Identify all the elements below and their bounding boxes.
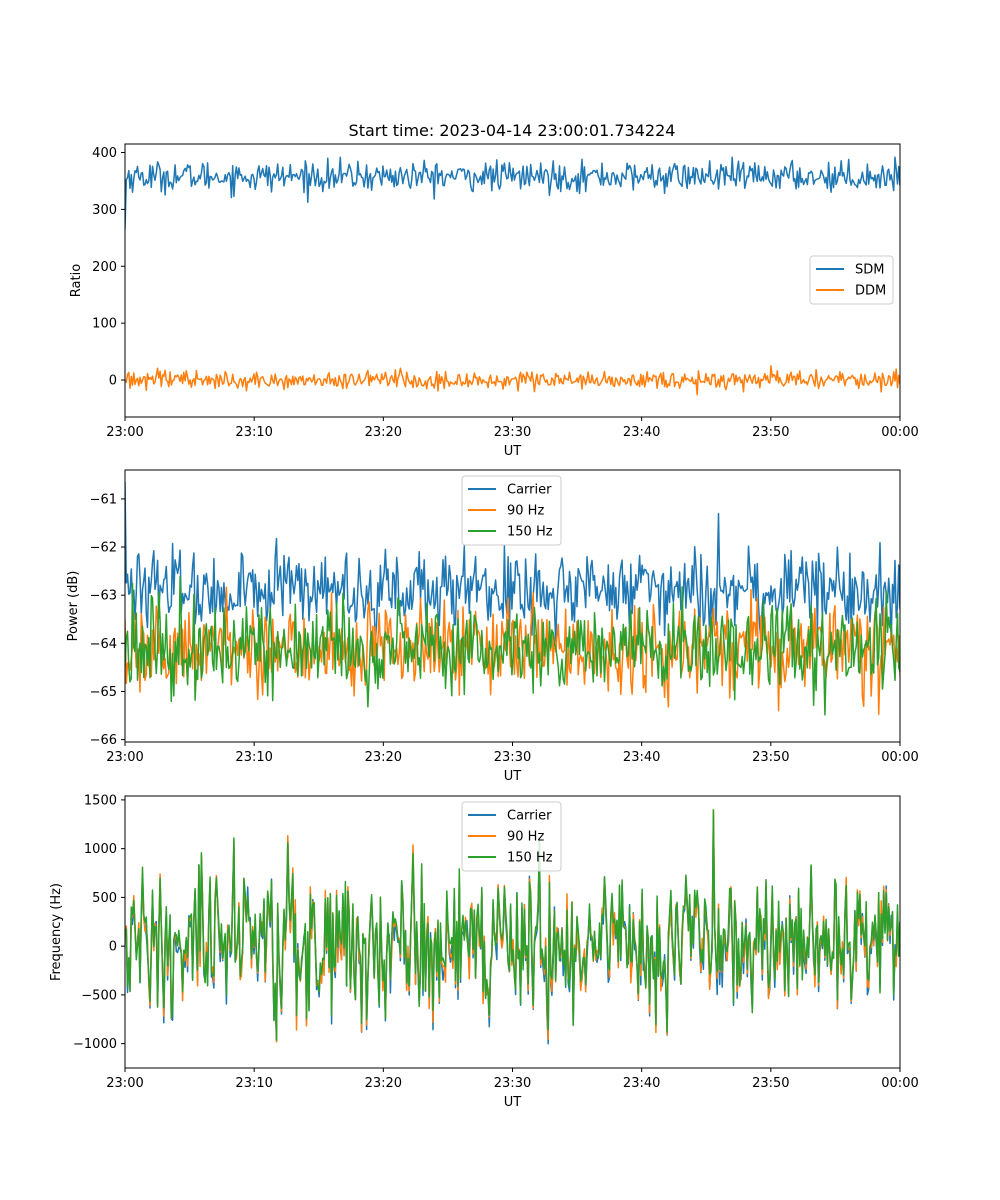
x-tick-label: 23:00 [106,750,143,765]
y-tick-label: −63 [90,589,117,604]
y-tick-label: −62 [90,541,117,556]
y-tick-label: 300 [92,203,117,218]
x-tick-label: 23:10 [235,750,272,765]
x-tick-label: 23:40 [623,1076,660,1091]
series-line-sdm [125,156,900,230]
x-tick-label: 23:30 [494,1076,531,1091]
legend-box [461,475,562,546]
x-tick-label: 23:00 [106,1076,143,1091]
y-tick-label: 400 [92,146,117,161]
x-tick-label: 23:30 [494,425,531,440]
x-axis-label: UT [504,444,522,459]
x-tick-label: 23:40 [623,425,660,440]
x-tick-label: 23:10 [235,1076,272,1091]
y-tick-label: −500 [81,988,117,1003]
x-tick-label: 23:40 [623,750,660,765]
legend: SDM DDM [809,255,894,305]
x-tick-label: 23:20 [365,750,402,765]
x-tick-label: 00:00 [881,750,918,765]
y-tick-label: −61 [90,492,117,507]
y-tick-label: −65 [90,685,117,700]
y-tick-label: 1000 [84,842,117,857]
y-tick-label: 1500 [84,793,117,808]
legend: Carrier 90 Hz 150 Hz [461,801,562,872]
series-line-150-hz [125,809,900,1041]
y-tick-label: −66 [90,733,117,748]
legend-label-ddm: DDM [855,284,886,299]
plot-area [125,156,900,396]
x-axis-label: UT [504,769,522,784]
legend-label-150-hz: 150 Hz [507,525,553,540]
y-tick-label: 500 [92,891,117,906]
y-tick-label: 0 [109,940,117,955]
y-tick-label: 100 [92,317,117,332]
legend-label-sdm: SDM [855,263,884,278]
legend: Carrier 90 Hz 150 Hz [461,475,562,546]
x-tick-label: 23:50 [752,750,789,765]
plot-area [125,809,900,1045]
chart-panel-3: 23:00 23:10 23:20 23:30 23:40 23:50 00:00 −1000… [49,793,919,1110]
legend-label-carrier: Carrier [507,483,552,498]
y-tick-label: −1000 [73,1037,117,1052]
plot-area [125,481,900,716]
y-tick-label: −64 [90,637,117,652]
series-line-ddm [125,365,900,396]
y-axis-label: Power (dB) [66,571,81,642]
legend-label-carrier: Carrier [507,809,552,824]
x-tick-label: 23:20 [365,1076,402,1091]
legend-box [461,801,562,872]
y-axis-label: Ratio [69,264,84,297]
y-tick-label: 0 [109,374,117,389]
y-tick-label: 200 [92,260,117,275]
x-tick-label: 23:50 [752,1076,789,1091]
chart-panel-1: 23:00 23:10 23:20 23:30 23:40 23:50 00:00 0 100 2… [69,143,919,459]
legend-label-90-hz: 90 Hz [507,830,544,845]
chart-panel-2: 23:00 23:10 23:20 23:30 23:40 23:50 00:00 −66 −6… [66,469,919,784]
x-tick-label: 23:30 [494,750,531,765]
x-tick-label: 00:00 [881,1076,918,1091]
x-tick-label: 00:00 [881,425,918,440]
legend-label-150-hz: 150 Hz [507,851,553,866]
series-line-carrier [125,481,900,644]
x-axis-label: UT [504,1095,522,1110]
legend-label-90-hz: 90 Hz [507,504,544,519]
x-tick-label: 23:10 [235,425,272,440]
x-tick-label: 23:20 [365,425,402,440]
series-line-150-hz [125,575,900,716]
x-tick-label: 23:00 [106,425,143,440]
y-axis-label: Frequency (Hz) [49,883,64,981]
figure-title: Start time: 2023-04-14 23:00:01.734224 [349,121,676,140]
panels: 23:00 23:10 23:20 23:30 23:40 23:50 00:00 0 100 2… [49,143,919,1110]
x-tick-label: 23:50 [752,425,789,440]
